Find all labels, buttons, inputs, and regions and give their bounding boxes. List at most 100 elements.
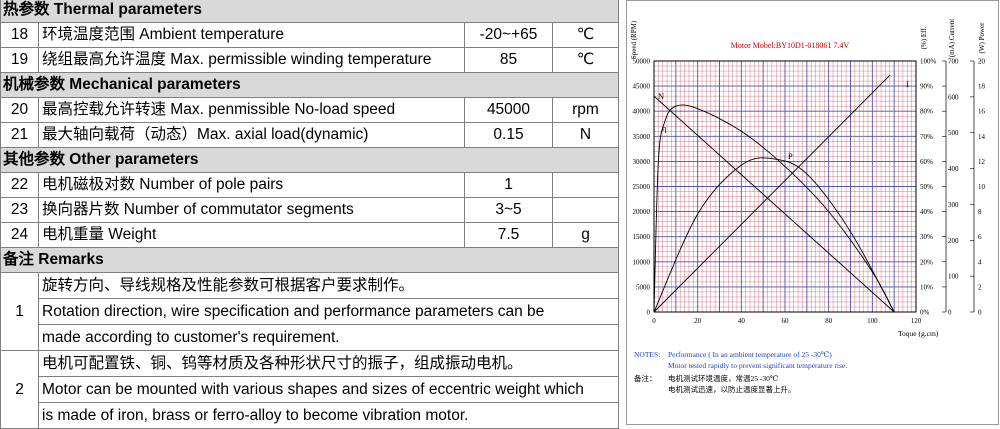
tick-label-x: 0 (652, 317, 656, 325)
tick-label-right: 0% (920, 309, 930, 317)
section-header: 其他参数 Other parameters (0, 147, 619, 173)
row-unit: g (552, 222, 619, 248)
chart-title: Motor Mobel:BY10D1-018061 7.4V (731, 41, 850, 50)
table-row: 22 电机磁极对数 Number of pole pairs 1 (0, 172, 619, 198)
row-number: 21 (0, 122, 39, 148)
performance-chart: Motor Mobel:BY10D1-018061 7.4V 0 5000 10000… (626, 0, 1000, 425)
tick-label-x: 120 (911, 317, 922, 325)
row-value: 0.15 (464, 122, 553, 148)
tick-label-x: 60 (782, 317, 790, 325)
axis-label-right: (%) Eff. (920, 26, 928, 49)
tick-label-right: 0 (948, 309, 952, 317)
tick-label-right: 100 (948, 273, 959, 281)
axis-label-right: (W) Power (978, 22, 986, 54)
tick-label-x: 100 (867, 317, 878, 325)
tick-label-right: 30% (920, 233, 933, 241)
row-unit: ℃ (552, 22, 619, 48)
tick-label-speed: 30000 (633, 158, 651, 166)
row-label: 电机磁极对数 Number of pole pairs (38, 172, 465, 198)
series-label-I: I (906, 79, 909, 89)
tick-label-right: 16 (978, 108, 986, 116)
tick-label-speed: 50000 (633, 58, 651, 66)
series-line-I (653, 75, 891, 313)
row-unit: ℃ (552, 47, 619, 73)
tick-label-right: 12 (978, 158, 986, 166)
row-number: 20 (0, 97, 39, 123)
tick-label-right: 200 (948, 237, 959, 245)
row-label: 换向器片数 Number of commutator segments (38, 197, 465, 223)
plot-border (653, 60, 917, 313)
section-title: 机械参数 Mechanical parameters (0, 72, 619, 98)
row-number: 18 (0, 22, 39, 48)
section-header: 机械参数 Mechanical parameters (0, 72, 619, 98)
remark-line: Motor can be mounted with various shapes… (39, 377, 618, 403)
tick-label-speed: 40000 (633, 108, 651, 116)
row-unit: N (552, 122, 619, 148)
series-line-P (653, 157, 895, 313)
tick-label-right: 6 (978, 233, 982, 241)
tick-label-right: 300 (948, 201, 959, 209)
tick-label-right: 8 (978, 208, 982, 216)
axis-label-x: Toque (g.cm) (898, 329, 939, 338)
row-number: 19 (0, 47, 39, 73)
section-header: 备注 Remarks (0, 247, 619, 273)
tick-label-right: 20 (978, 58, 986, 66)
remark-line: 旋转方向、导线规格及性能参数可根据客户要求制作。 (39, 274, 618, 299)
tick-label-speed: 35000 (633, 133, 651, 141)
tick-label-speed: 25000 (633, 183, 651, 191)
tick-label-right: 600 (948, 93, 959, 101)
chart-canvas: Motor Mobel:BY10D1-018061 7.4V0500010000… (626, 0, 999, 425)
tick-label-right: 500 (948, 129, 959, 137)
section-title: 热参数 Thermal parameters (0, 0, 619, 23)
remark-line: made according to customer's requirement… (42, 329, 340, 346)
table-row: 19 绕组最高允许温度 Max. permissible winding temp… (0, 47, 619, 73)
remark-number: 2 (0, 350, 39, 429)
row-unit: rpm (552, 97, 619, 123)
series-label-P: P (788, 151, 793, 161)
tick-label-right: 700 (948, 58, 959, 66)
tick-label-right: 90% (920, 83, 933, 91)
table-row: 18 环境温度范围 Ambient temperature -20~+65 ℃ (0, 22, 619, 48)
row-unit (552, 172, 619, 198)
row-number: 23 (0, 197, 39, 223)
row-value: 45000 (464, 97, 553, 123)
tick-label-right: 60% (920, 158, 933, 166)
tick-label-right: 70% (920, 133, 933, 141)
row-label: 最高控载允许转速 Max. penmissible No-load speed (38, 97, 465, 123)
tick-label-speed: 15000 (633, 233, 651, 241)
row-label: 环境温度范围 Ambient temperature (38, 22, 465, 48)
section-title: 备注 Remarks (0, 247, 619, 273)
remark-row: 1 旋转方向、导线规格及性能参数可根据客户要求制作。 Rotation direct… (0, 272, 619, 351)
remark-text: 旋转方向、导线规格及性能参数可根据客户要求制作。 Rotation directi… (38, 272, 619, 351)
axis-label-speed: Speed (RPM) (630, 20, 638, 59)
table-row: 21 最大轴向载荷（动态）Max. axial load(dynamic) 0.15… (0, 122, 619, 148)
remark-line: Rotation direction, wire specification a… (39, 299, 618, 325)
tick-label-speed: 20000 (633, 208, 651, 216)
section-header: 热参数 Thermal parameters (0, 0, 619, 23)
tick-label-right: 14 (978, 133, 986, 141)
tick-label-right: 4 (978, 258, 982, 266)
tick-label-speed: 10000 (633, 258, 651, 266)
table-row: 23 换向器片数 Number of commutator segments 3~5 (0, 197, 619, 223)
tick-label-x: 80 (825, 317, 833, 325)
tick-label-right: 2 (978, 283, 982, 291)
row-value: 7.5 (464, 222, 553, 248)
row-value: -20~+65 (464, 22, 553, 48)
tick-label-right: 50% (920, 183, 933, 191)
row-value: 3~5 (464, 197, 553, 223)
row-value: 1 (464, 172, 553, 198)
tick-label-right: 10 (978, 183, 986, 191)
tick-label-speed: 5000 (636, 283, 651, 291)
remark-line: is made of iron, brass or ferro-alloy to… (42, 407, 469, 424)
remark-number: 1 (0, 272, 39, 351)
row-number: 24 (0, 222, 39, 248)
tick-label-right: 400 (948, 165, 959, 173)
row-unit (552, 197, 619, 223)
tick-label-speed: 0 (647, 309, 651, 317)
table-row: 24 电机重量 Weight 7.5 g (0, 222, 619, 248)
notes-cn-1: 电机测试环境温度，常温25 -30℃ (668, 373, 778, 383)
series-label-η: η (662, 123, 666, 133)
notes-cn-label: 备注： (634, 373, 657, 383)
row-number: 22 (0, 172, 39, 198)
series-label-N: N (658, 91, 664, 101)
